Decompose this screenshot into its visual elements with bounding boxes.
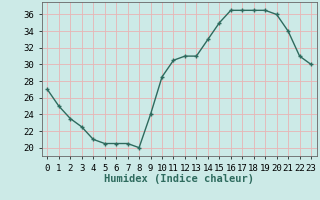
X-axis label: Humidex (Indice chaleur): Humidex (Indice chaleur) [104, 174, 254, 184]
